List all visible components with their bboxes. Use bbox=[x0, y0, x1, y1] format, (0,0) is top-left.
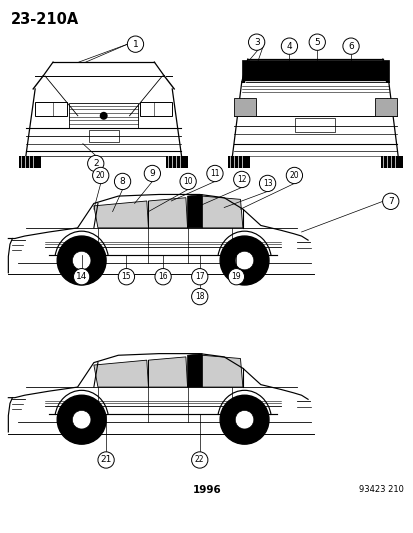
Circle shape bbox=[309, 34, 325, 50]
Circle shape bbox=[233, 171, 249, 188]
Polygon shape bbox=[202, 356, 242, 387]
Text: 15: 15 bbox=[121, 272, 131, 281]
Bar bbox=[166, 156, 188, 167]
Text: 20: 20 bbox=[289, 171, 299, 180]
Text: 1: 1 bbox=[132, 39, 138, 49]
Bar bbox=[69, 103, 138, 128]
Circle shape bbox=[285, 167, 302, 184]
Bar bbox=[19, 156, 41, 167]
Circle shape bbox=[98, 452, 114, 468]
Circle shape bbox=[191, 288, 207, 305]
Circle shape bbox=[127, 36, 143, 52]
Text: 13: 13 bbox=[262, 179, 272, 188]
Text: 10: 10 bbox=[183, 177, 192, 186]
Text: 1996: 1996 bbox=[192, 485, 221, 495]
Bar bbox=[233, 98, 255, 116]
Polygon shape bbox=[94, 201, 148, 228]
Circle shape bbox=[191, 269, 207, 285]
Bar bbox=[295, 118, 335, 132]
Polygon shape bbox=[202, 196, 242, 228]
Bar bbox=[241, 60, 388, 82]
Circle shape bbox=[74, 269, 90, 285]
Circle shape bbox=[191, 452, 207, 468]
Circle shape bbox=[144, 165, 160, 182]
Polygon shape bbox=[187, 195, 202, 228]
Text: 17: 17 bbox=[195, 272, 204, 281]
Circle shape bbox=[100, 112, 107, 120]
Circle shape bbox=[220, 236, 268, 285]
Text: 93423 210: 93423 210 bbox=[358, 486, 403, 494]
Circle shape bbox=[235, 410, 253, 429]
Text: 11: 11 bbox=[210, 169, 219, 178]
Bar bbox=[140, 102, 172, 116]
Text: 21: 21 bbox=[100, 456, 112, 464]
Circle shape bbox=[57, 395, 106, 444]
Text: 9: 9 bbox=[149, 169, 155, 178]
Circle shape bbox=[72, 251, 91, 270]
Text: 19: 19 bbox=[231, 272, 241, 281]
Text: 12: 12 bbox=[237, 175, 246, 184]
Text: 20: 20 bbox=[96, 171, 105, 180]
Bar bbox=[88, 130, 118, 142]
Polygon shape bbox=[94, 360, 148, 387]
Circle shape bbox=[154, 269, 171, 285]
Circle shape bbox=[280, 38, 297, 54]
Text: 3: 3 bbox=[253, 38, 259, 47]
Text: 18: 18 bbox=[195, 292, 204, 301]
Polygon shape bbox=[148, 198, 187, 228]
Circle shape bbox=[93, 167, 109, 184]
Text: 2: 2 bbox=[93, 159, 98, 168]
Circle shape bbox=[114, 173, 131, 190]
Circle shape bbox=[382, 193, 398, 209]
Circle shape bbox=[259, 175, 275, 191]
Bar bbox=[227, 156, 249, 167]
Text: 23-210A: 23-210A bbox=[11, 12, 79, 27]
Text: 22: 22 bbox=[195, 456, 204, 464]
Circle shape bbox=[88, 156, 104, 172]
Text: 7: 7 bbox=[387, 197, 393, 206]
Circle shape bbox=[235, 251, 253, 270]
Circle shape bbox=[180, 173, 196, 190]
Circle shape bbox=[228, 269, 244, 285]
Polygon shape bbox=[187, 353, 202, 387]
Text: 5: 5 bbox=[313, 38, 319, 47]
Text: 8: 8 bbox=[119, 177, 125, 186]
Bar bbox=[380, 156, 402, 167]
Text: 6: 6 bbox=[347, 42, 353, 51]
Circle shape bbox=[118, 269, 134, 285]
Circle shape bbox=[342, 38, 358, 54]
Polygon shape bbox=[148, 357, 187, 387]
Bar bbox=[35, 102, 67, 116]
Circle shape bbox=[72, 410, 91, 429]
Circle shape bbox=[248, 34, 264, 50]
Text: 14: 14 bbox=[76, 272, 87, 281]
Circle shape bbox=[57, 236, 106, 285]
Text: 16: 16 bbox=[158, 272, 168, 281]
Bar bbox=[374, 98, 396, 116]
Circle shape bbox=[206, 165, 223, 182]
Text: 4: 4 bbox=[286, 42, 292, 51]
Circle shape bbox=[220, 395, 268, 444]
